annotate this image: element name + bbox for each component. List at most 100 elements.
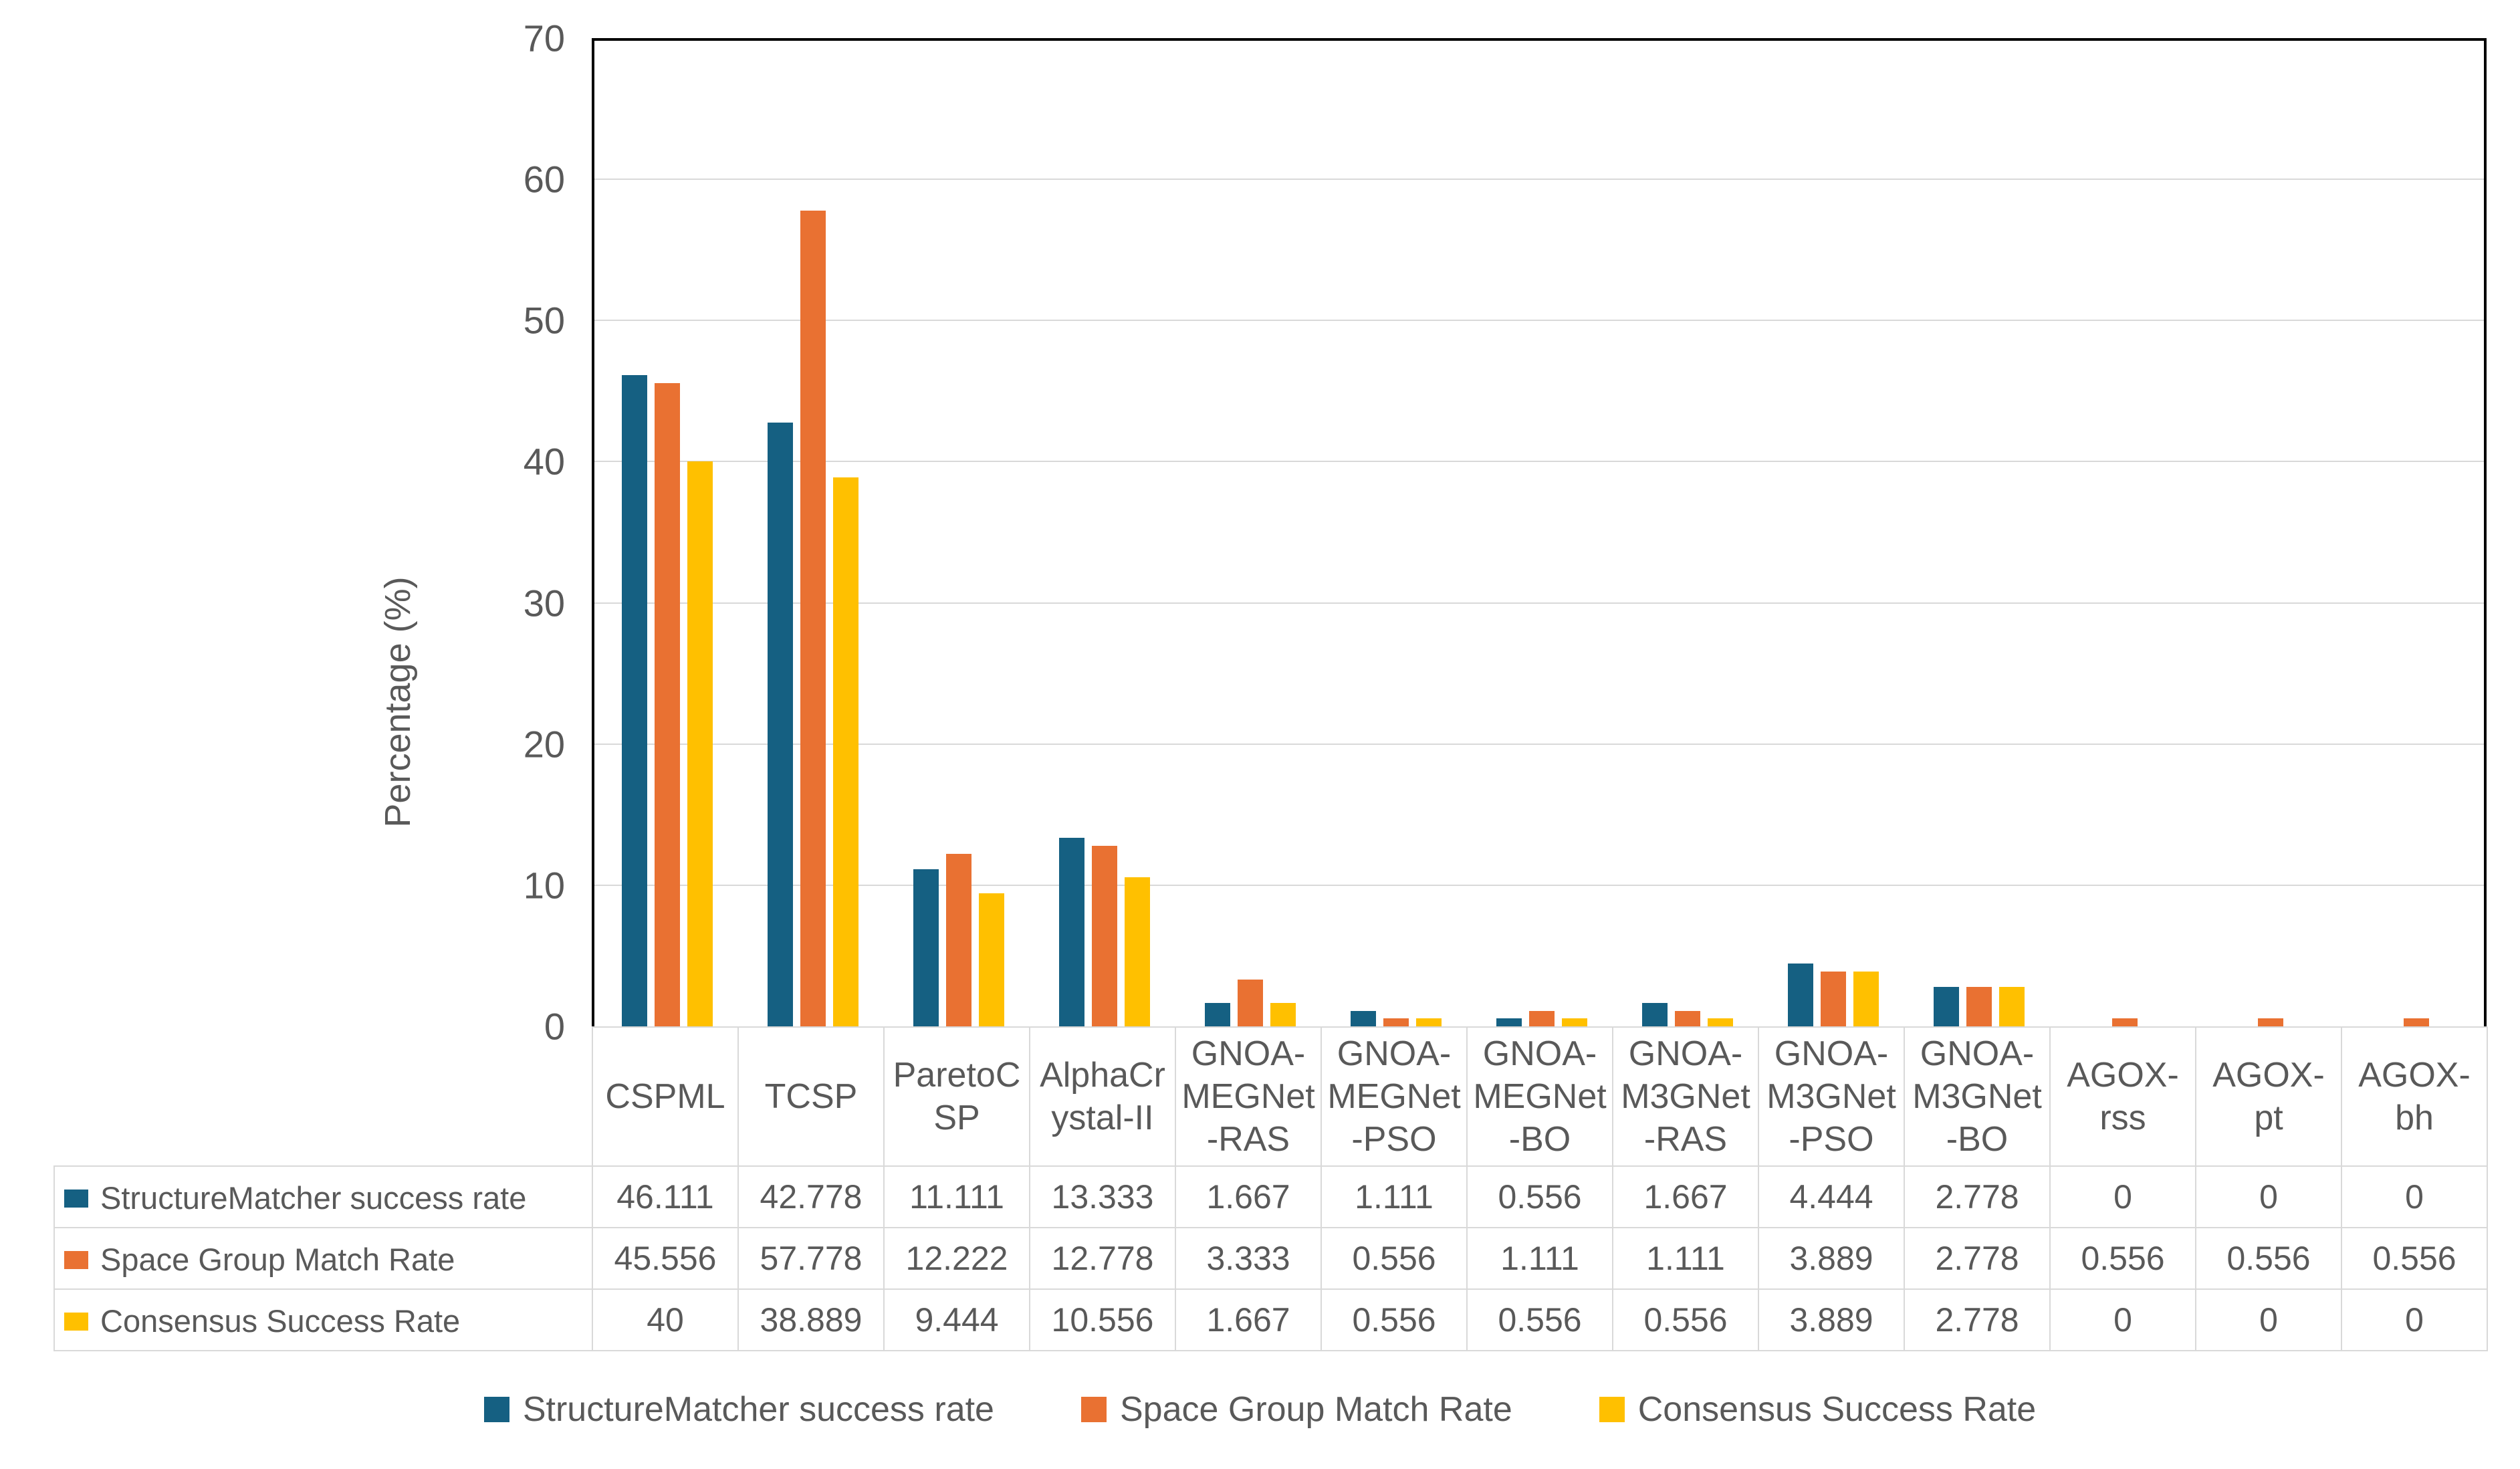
bar: [622, 375, 647, 1026]
value-cell: 4.444: [1758, 1165, 1905, 1228]
bar: [1562, 1018, 1587, 1026]
table-row: Consensus Success Rate 40 38.889 9.444 10.55…: [53, 1288, 2488, 1351]
legend-label: Consensus Success Rate: [1637, 1390, 2037, 1429]
value-cell: 3.889: [1758, 1227, 1905, 1290]
bar: [1821, 972, 1846, 1026]
category-header-cell: GNOA- M3GNet -RAS: [1612, 1026, 1759, 1167]
gridline: [594, 179, 2484, 181]
bar: [1853, 972, 1879, 1026]
series-swatch-icon: [64, 1189, 88, 1208]
bar: [1238, 980, 1263, 1026]
series-label: Consensus Success Rate: [100, 1303, 461, 1339]
bar-group: [594, 41, 740, 1026]
bar: [913, 869, 939, 1026]
bar: [1496, 1018, 1522, 1026]
y-tick-label: 60: [523, 158, 565, 201]
y-tick-label: 30: [523, 582, 565, 625]
category-header-cell: GNOA- MEGNet -PSO: [1321, 1026, 1468, 1167]
value-cell: 1.111: [1321, 1165, 1468, 1228]
bar: [1416, 1018, 1442, 1026]
y-tick-label: 50: [523, 299, 565, 342]
value-cell: 3.333: [1175, 1227, 1322, 1290]
y-tick-label: 20: [523, 723, 565, 766]
plot-area: [592, 38, 2487, 1026]
gridline: [594, 743, 2484, 745]
category-header-cell: AlphaCr ystal-II: [1029, 1026, 1176, 1167]
legend-swatch-icon: [483, 1397, 509, 1422]
value-cell: 0: [2049, 1165, 2196, 1228]
bar: [1125, 877, 1150, 1026]
value-cell: 10.556: [1029, 1288, 1176, 1351]
category-header-cell: TCSP: [737, 1026, 885, 1167]
legend-swatch-icon: [1080, 1397, 1107, 1422]
value-cell: 2.778: [1904, 1227, 2051, 1290]
bar: [1270, 1003, 1296, 1026]
category-header-cell: AGOX- pt: [2195, 1026, 2342, 1167]
bar: [1708, 1018, 1733, 1026]
table-row: Space Group Match Rate 45.556 57.778 12.222…: [53, 1227, 2488, 1290]
value-cell: 1.667: [1612, 1165, 1759, 1228]
bar: [2112, 1018, 2138, 1026]
bar-group: [2343, 41, 2489, 1026]
bar-group: [1323, 41, 1469, 1026]
series-label: Space Group Match Rate: [100, 1242, 455, 1278]
bar: [655, 383, 680, 1026]
category-header-cell: ParetoC SP: [883, 1026, 1030, 1167]
value-cell: 0.556: [1321, 1288, 1468, 1351]
category-header-cell: AGOX- bh: [2341, 1026, 2488, 1167]
bar: [768, 423, 793, 1026]
value-cell: 46.111: [592, 1165, 739, 1228]
value-cell: 3.889: [1758, 1288, 1905, 1351]
y-axis-tick-labels: 0 10 20 30 40 50 60 70: [0, 17, 565, 1048]
bar: [1788, 964, 1813, 1026]
y-tick-label: 10: [523, 864, 565, 907]
gridline: [594, 461, 2484, 463]
legend-item: StructureMatcher success rate: [483, 1389, 994, 1430]
category-header-cell: AGOX- rss: [2049, 1026, 2196, 1167]
value-cell: 1.111: [1612, 1227, 1759, 1290]
value-cell: 0: [2195, 1165, 2342, 1228]
gridline: [594, 884, 2484, 886]
bar: [1383, 1018, 1409, 1026]
y-tick-label: 70: [523, 17, 565, 60]
category-header-row: CSPML TCSP ParetoC SP AlphaCr ystal-II GNOA-…: [54, 1026, 2488, 1167]
series-swatch-icon: [64, 1250, 88, 1269]
data-table: CSPML TCSP ParetoC SP AlphaCr ystal-II GNOA-…: [53, 1026, 2488, 1351]
series-label-cell: StructureMatcher success rate: [53, 1165, 593, 1228]
bar-group: [1760, 41, 1906, 1026]
value-cell: 38.889: [737, 1288, 885, 1351]
value-cell: 1.111: [1466, 1227, 1613, 1290]
value-cell: 0.556: [2049, 1227, 2196, 1290]
bar: [2258, 1018, 2283, 1026]
category-header-cell: CSPML: [592, 1026, 739, 1167]
bar: [1092, 846, 1117, 1026]
legend-item: Consensus Success Rate: [1599, 1389, 2036, 1430]
series-swatch-icon: [64, 1312, 88, 1331]
bar-group: [1906, 41, 2052, 1026]
value-cell: 0: [2195, 1288, 2342, 1351]
value-cell: 42.778: [737, 1165, 885, 1228]
table-corner-blank: [54, 1027, 592, 1166]
value-cell: 0.556: [2195, 1227, 2342, 1290]
category-header-cell: GNOA- M3GNet -BO: [1904, 1026, 2051, 1167]
value-cell: 45.556: [592, 1227, 739, 1290]
value-cell: 11.111: [883, 1165, 1030, 1228]
bar-group: [1032, 41, 1177, 1026]
bar: [979, 893, 1004, 1026]
value-cell: 0.556: [1466, 1165, 1613, 1228]
legend-label: StructureMatcher success rate: [522, 1390, 994, 1429]
value-cell: 13.333: [1029, 1165, 1176, 1228]
table-row: StructureMatcher success rate 46.111 42.77…: [53, 1165, 2488, 1228]
value-cell: 12.778: [1029, 1227, 1176, 1290]
value-cell: 40: [592, 1288, 739, 1351]
legend: StructureMatcher success rate Space Group…: [0, 1389, 2520, 1430]
series-label-cell: Consensus Success Rate: [53, 1288, 593, 1351]
bar-group: [2052, 41, 2198, 1026]
value-cell: 0.556: [1466, 1288, 1613, 1351]
bar: [1529, 1011, 1555, 1026]
bar: [2404, 1018, 2429, 1026]
value-cell: 0.556: [1321, 1227, 1468, 1290]
series-label-cell: Space Group Match Rate: [53, 1227, 593, 1290]
legend-label: Space Group Match Rate: [1119, 1390, 1512, 1429]
